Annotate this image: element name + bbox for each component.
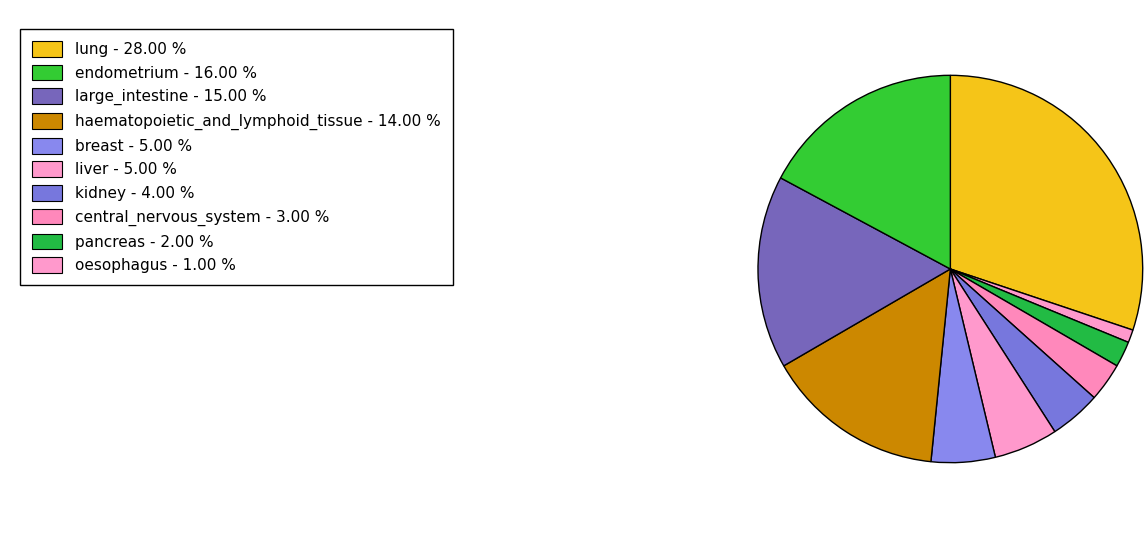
- Wedge shape: [950, 269, 1095, 431]
- Wedge shape: [758, 178, 950, 366]
- Legend: lung - 28.00 %, endometrium - 16.00 %, large_intestine - 15.00 %, haematopoietic: lung - 28.00 %, endometrium - 16.00 %, l…: [19, 29, 452, 285]
- Wedge shape: [950, 269, 1132, 342]
- Wedge shape: [950, 75, 1143, 330]
- Wedge shape: [781, 75, 950, 269]
- Wedge shape: [950, 269, 1128, 366]
- Wedge shape: [931, 269, 995, 463]
- Wedge shape: [784, 269, 950, 462]
- Wedge shape: [950, 269, 1055, 457]
- Wedge shape: [950, 269, 1116, 398]
